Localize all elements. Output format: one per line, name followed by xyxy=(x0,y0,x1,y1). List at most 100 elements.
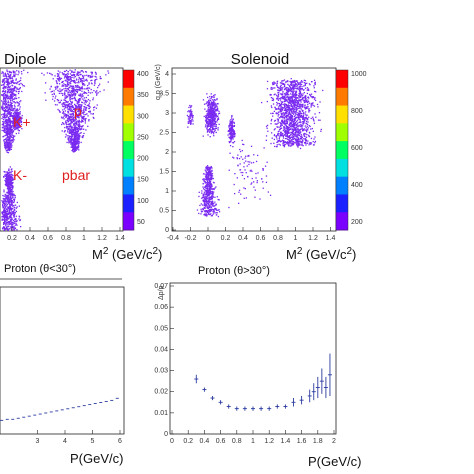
dipole-scatter-point xyxy=(61,81,64,84)
solenoid-scatter-point xyxy=(209,98,211,100)
solenoid-scatter-point xyxy=(304,142,306,144)
solenoid-scatter-point xyxy=(319,119,321,121)
solenoid-scatter-point xyxy=(212,124,214,126)
dipole-scatter-point xyxy=(67,123,69,125)
solenoid-scatter-point xyxy=(231,117,233,119)
dipole-scatter-point xyxy=(90,113,92,115)
dipole-scatter-point xyxy=(76,115,78,117)
solenoid-scatter-point xyxy=(302,118,304,120)
solenoid-scatter-point xyxy=(285,119,287,121)
dipole-scatter-point xyxy=(75,130,77,132)
solenoid-scatter-point xyxy=(310,103,312,105)
dipole-scatter-point xyxy=(7,174,9,176)
dipole-scatter-point xyxy=(9,212,12,214)
dipole-scatter-point xyxy=(9,212,11,214)
solenoid-scatter-point xyxy=(297,113,299,116)
dipole-scatter-point xyxy=(5,180,7,182)
solenoid-scatter-point xyxy=(291,88,293,90)
dipole-scatter-point xyxy=(65,85,67,88)
solenoid-scatter-point xyxy=(295,124,297,126)
solenoid-scatter-point xyxy=(309,94,311,96)
dipole-scatter-point xyxy=(19,87,21,89)
solenoid-scatter-point xyxy=(289,141,291,143)
dipole-scatter-point xyxy=(75,78,78,80)
dipole-scatter-point xyxy=(70,126,72,128)
solenoid-scatter-point xyxy=(297,105,299,108)
solenoid-scatter-point xyxy=(284,124,286,126)
solenoid-scatter-point xyxy=(287,131,289,134)
dipole-scatter-point xyxy=(8,209,10,211)
solenoid-scatter-point xyxy=(304,138,307,140)
dipole-scatter-point xyxy=(88,111,90,113)
dipole-scatter-point xyxy=(19,111,21,113)
dipole-scatter-point xyxy=(2,121,4,123)
solenoid-scatter-point xyxy=(311,96,314,98)
dipole-scatter-point xyxy=(18,117,20,119)
solenoid-scatter-point xyxy=(276,141,278,143)
dipole-scatter-point xyxy=(70,77,72,79)
dipole-scatter-point xyxy=(7,75,10,78)
dipole-scatter-point xyxy=(56,82,58,85)
dipole-title: Dipole xyxy=(4,51,47,68)
solenoid-scatter-point xyxy=(228,141,231,144)
dipole-scatter-point xyxy=(86,104,88,107)
solenoid-scatter-point xyxy=(230,122,233,124)
dipole-scatter-point xyxy=(9,127,11,130)
dipole-scatter-point xyxy=(74,122,77,124)
dipole-scatter-point xyxy=(9,116,11,118)
dipole-scatter-point xyxy=(10,186,12,188)
solenoid-scatter-point xyxy=(209,95,211,98)
dipole-scatter-point xyxy=(99,90,101,93)
dipole-scatter-point xyxy=(69,108,71,110)
dipole-scatter-point xyxy=(7,172,9,175)
dipole-scatter-point xyxy=(1,107,3,109)
dipole-scatter-point xyxy=(99,77,101,80)
solenoid-scatter-point xyxy=(282,139,284,141)
solenoid-scatter-point xyxy=(281,132,283,134)
dipole-scatter-point xyxy=(82,98,84,100)
dipole-scatter-point xyxy=(8,217,10,219)
solenoid-scatter-point xyxy=(284,116,286,118)
dipole-scatter-point xyxy=(9,216,11,218)
dipole-scatter-point xyxy=(64,136,67,138)
solenoid-scatter-point xyxy=(300,141,302,143)
dipole-scatter-point xyxy=(85,96,87,99)
dipole-scatter-point xyxy=(8,136,10,138)
solenoid-scatter-point xyxy=(207,108,209,110)
dipole-scatter-point xyxy=(67,71,69,73)
solenoid-scatter-point xyxy=(288,108,290,110)
dipole-scatter-point xyxy=(69,73,72,75)
dipole-scatter-point xyxy=(45,82,47,84)
solenoid-scatter-point xyxy=(281,109,283,111)
solenoid-scatter-point xyxy=(289,110,291,112)
dipole-scatter-point xyxy=(12,138,14,140)
solenoid-scatter-point xyxy=(279,110,282,112)
solenoid-scatter-point xyxy=(261,101,263,104)
dipole-scatter-point xyxy=(1,108,3,110)
dipole-scatter-point xyxy=(67,111,69,113)
solenoid-scatter-point xyxy=(276,84,278,86)
dipole-scatter-point xyxy=(63,94,66,96)
dipole-scatter-point xyxy=(11,106,13,108)
solenoid-scatter-point xyxy=(291,96,293,98)
solenoid-scatter-point xyxy=(304,96,307,98)
dipole-scatter-point xyxy=(6,70,8,72)
solenoid-scatter-point xyxy=(284,122,286,124)
dipole-scatter-point xyxy=(78,101,80,103)
solenoid-scatter-point xyxy=(217,107,219,109)
solenoid-scatter-point xyxy=(296,80,298,82)
dipole-scatter-point xyxy=(8,77,10,79)
dipole-scatter-point xyxy=(45,99,47,101)
solenoid-scatter-point xyxy=(205,119,208,121)
dipole-scatter-point xyxy=(2,71,4,73)
dipole-scatter-point xyxy=(78,88,80,90)
dipole-scatter-point xyxy=(75,118,77,120)
dipole-scatter-point xyxy=(59,101,61,104)
solenoid-scatter-point xyxy=(228,130,230,132)
dipole-scatter-point xyxy=(9,180,11,182)
solenoid-scatter-point xyxy=(310,93,313,95)
dipole-scatter-point xyxy=(74,71,76,73)
solenoid-scatter-point xyxy=(322,89,324,92)
dipole-scatter-point xyxy=(68,83,70,86)
dipole-scatter-point xyxy=(78,104,80,107)
